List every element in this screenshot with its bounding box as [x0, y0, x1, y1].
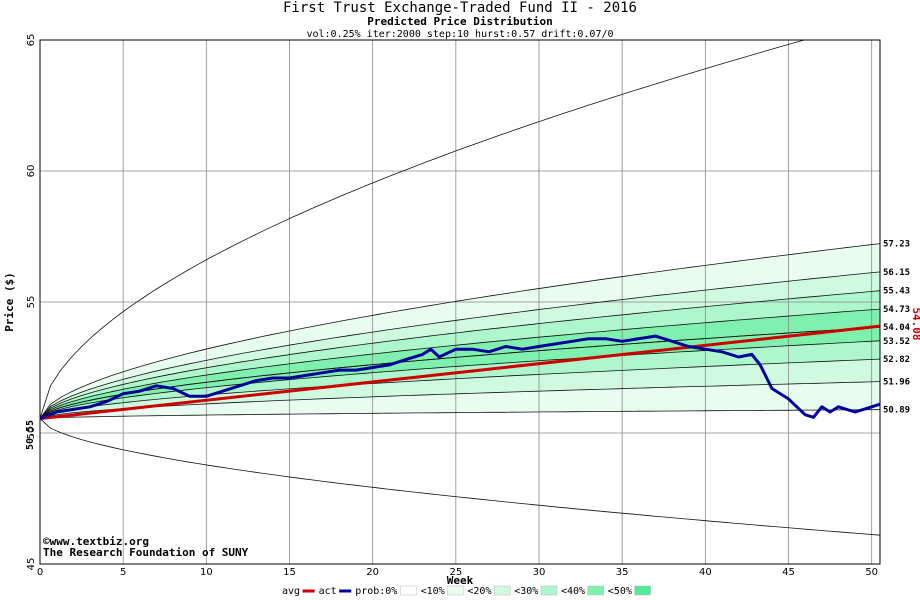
x-tick-5: 5 — [120, 567, 126, 578]
chart-title: First Trust Exchange-Traded Fund II - 20… — [283, 0, 637, 16]
legend-swatch-4 — [447, 585, 464, 596]
start-price-label: 50.55 — [25, 420, 36, 450]
x-tick-0: 0 — [37, 567, 43, 578]
x-tick-35: 35 — [616, 567, 629, 578]
x-tick-45: 45 — [782, 567, 795, 578]
band-boundary-4-upper — [40, 290, 880, 419]
end-actual-label: 54.08 — [910, 307, 920, 340]
right-label-5: 54.04 — [883, 323, 911, 333]
y-tick-50: 50 — [26, 427, 37, 440]
x-tick-10: 10 — [200, 567, 213, 578]
series-act-line — [39, 334, 881, 420]
right-label-3: 55.43 — [883, 287, 910, 297]
right-label-1: 57.23 — [883, 240, 910, 250]
band-boundary-4-lower — [40, 358, 880, 419]
legend-label-8: <50% — [608, 586, 632, 597]
right-label-8: 51.96 — [883, 378, 910, 388]
legend-swatch-6 — [540, 585, 558, 596]
legend-label-7: <40% — [561, 586, 585, 597]
right-label-4: 54.73 — [883, 305, 910, 315]
band-boundary-2-lower — [40, 409, 880, 419]
legend-label-4: <10% — [421, 586, 445, 597]
plot-frame — [39, 39, 881, 565]
band-boundary-1-lower — [40, 418, 880, 536]
legend-swatch-5 — [493, 585, 511, 596]
y-tick-labels: 45 50 55 60 65 — [26, 34, 37, 571]
legend: avg act prob:0% <10% <20% <30% <40% <50% — [282, 585, 651, 597]
right-label-2: 56.15 — [883, 268, 910, 278]
legend-label-5: <20% — [467, 586, 491, 597]
band-boundary-1-upper — [40, 40, 806, 419]
x-tick-40: 40 — [699, 567, 712, 578]
watermark-foundation: The Research Foundation of SUNY — [43, 546, 249, 559]
band-boundaries — [40, 40, 880, 536]
y-tick-60: 60 — [26, 165, 37, 178]
legend-swatch-8 — [634, 585, 651, 596]
right-label-6: 53.52 — [883, 337, 910, 347]
legend-swatch-7 — [587, 585, 605, 596]
band-boundary-3-lower — [40, 381, 880, 419]
band-boundary-3-upper — [40, 271, 880, 419]
legend-label-2: act — [319, 586, 337, 597]
band-boundary-6-lower — [40, 326, 880, 419]
legend-swatch-3 — [400, 585, 417, 596]
chart-params: vol:0.25% iter:2000 step:10 hurst:0.57 d… — [306, 29, 613, 40]
legend-label-1: avg — [282, 586, 300, 597]
band-boundary-2-upper — [40, 243, 880, 419]
x-tick-30: 30 — [533, 567, 546, 578]
x-tick-50: 50 — [865, 567, 878, 578]
y-tick-65: 65 — [26, 34, 37, 47]
series-avg-line — [39, 324, 881, 421]
legend-label-3: prob:0% — [355, 586, 397, 597]
x-tick-labels: 0 5 10 15 20 25 30 35 40 45 50 — [37, 567, 878, 578]
x-axis-label: Week — [447, 574, 474, 587]
right-label-7: 52.82 — [883, 355, 910, 365]
x-tick-15: 15 — [283, 567, 296, 578]
x-tick-25: 25 — [449, 567, 462, 578]
band-boundary-5-upper — [40, 308, 880, 419]
watermark-copyright: ©www.textbiz.org — [43, 535, 149, 548]
right-label-9: 50.89 — [883, 406, 910, 416]
x-tick-20: 20 — [366, 567, 379, 578]
series-lines — [39, 324, 881, 421]
chart-subtitle: Predicted Price Distribution — [367, 15, 552, 28]
y-tick-55: 55 — [26, 296, 37, 309]
legend-label-6: <30% — [514, 586, 538, 597]
right-band-labels: 57.23 56.15 55.43 54.73 54.04 53.52 52.82 51.96… — [883, 240, 911, 416]
y-axis-label: Price ($) — [3, 272, 16, 332]
y-tick-45: 45 — [26, 558, 37, 571]
band-5 — [40, 309, 880, 419]
